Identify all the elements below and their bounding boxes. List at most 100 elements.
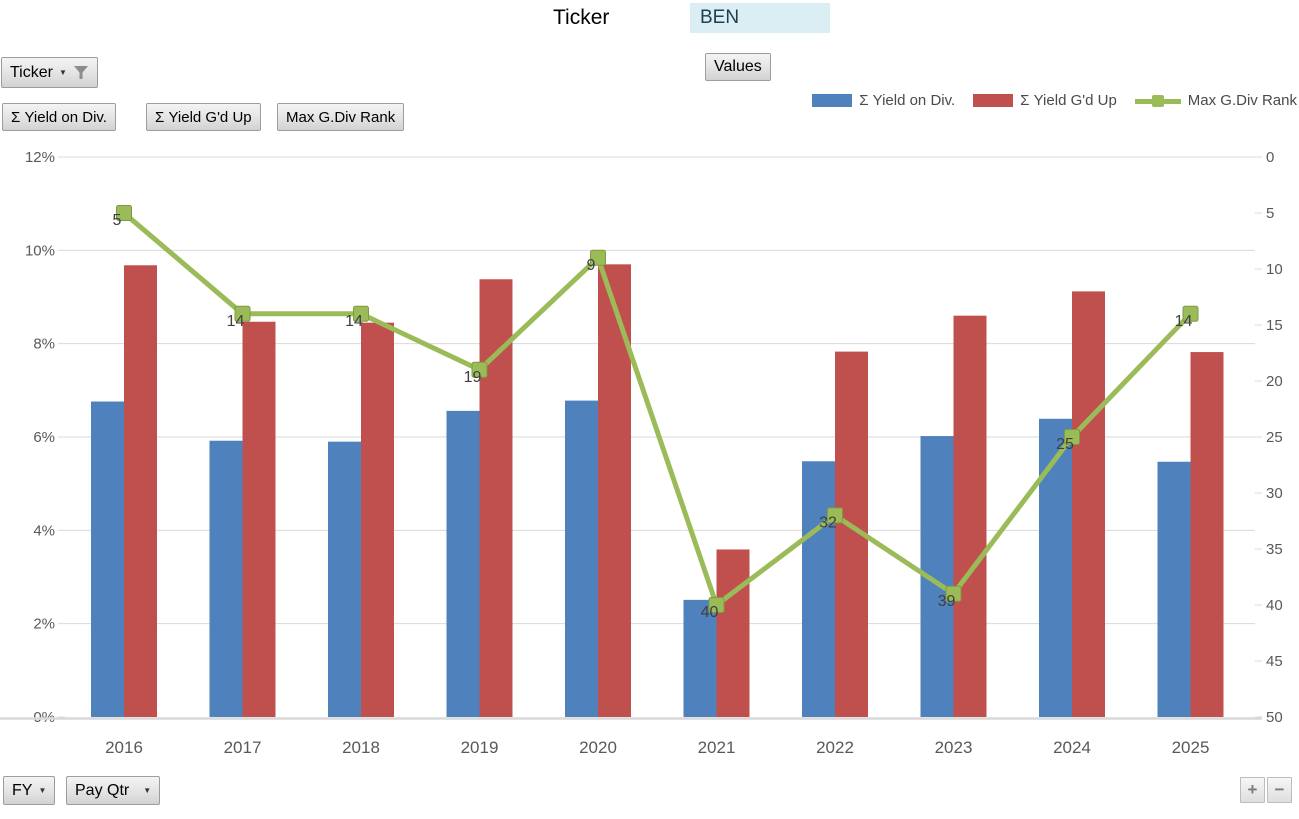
right-axis-tick-label: 20 [1266,373,1283,390]
bar-yield-gd-up-2023 [953,315,987,717]
legend-label: Max G.Div Rank [1187,92,1297,109]
axis-field-button-pay-qtr[interactable]: Pay Qtr ▼ [66,776,161,805]
chevron-down-icon: ▼ [143,785,152,795]
right-axis-tick-label: 45 [1266,653,1283,670]
bar-yield-on-div-2017 [209,440,243,717]
left-axis-tick-label: 10% [25,242,55,259]
bar-yield-on-div-2018 [328,441,361,717]
expand-entire-field-button[interactable]: + [1240,777,1265,803]
x-axis-category-label: 2021 [698,738,736,757]
rank-line-marker-2024 [1064,429,1080,445]
right-axis-tick-label: 25 [1266,429,1283,446]
collapse-entire-field-button[interactable]: − [1267,777,1292,803]
legend-item-yield-gd-up: Σ Yield G'd Up [973,92,1117,109]
rank-line-marker-2019 [471,361,488,378]
rank-line-marker-2025 [1182,305,1199,322]
bar-yield-on-div-2025 [1157,461,1191,717]
legend-swatch-blue [812,94,853,107]
right-axis-tick-label: 40 [1266,597,1283,614]
rank-data-label-2024: 25 [1056,436,1074,453]
x-axis-category-label: 2022 [816,738,854,757]
bar-yield-gd-up-2020 [598,264,631,717]
ticker-value-text: BEN [700,7,740,28]
x-axis-category-label: 2017 [224,738,262,757]
filter-funnel-icon [73,65,88,79]
legend-label: Σ Yield on Div. [859,92,956,109]
combo-chart-plot-area: 0%2%4%6%8%10%12%051015202530354045502016… [0,149,1283,757]
ticker-header-label: Ticker [553,6,610,29]
field-button-label: Σ Yield on Div. [11,108,107,126]
rank-line-marker-2016 [116,205,132,221]
bar-yield-gd-up-2018 [361,322,394,717]
ticker-filter-label: Ticker [10,63,53,81]
field-button-label: Σ Yield G'd Up [155,108,252,126]
bar-yield-on-div-2024 [1039,418,1072,717]
bar-yield-gd-up-2021 [716,549,750,717]
bar-yield-on-div-2022 [802,461,835,717]
bar-yield-gd-up-2024 [1072,291,1105,717]
x-axis-category-label: 2020 [579,738,617,757]
legend-swatch-red [973,94,1014,107]
chevron-down-icon: ▼ [58,67,67,77]
right-axis-tick-label: 5 [1266,205,1274,222]
bar-yield-on-div-2020 [565,400,598,717]
chevron-down-icon: ▼ [38,785,47,795]
legend-item-max-gdiv-rank: Max G.Div Rank [1134,92,1297,109]
bar-yield-gd-up-2025 [1190,352,1224,717]
ticker-value-cell[interactable]: BEN [690,3,830,33]
values-field-button[interactable]: Values [705,53,771,81]
rank-data-label-2020: 9 [587,257,596,274]
ticker-filter-button[interactable]: Ticker ▼ [1,57,98,88]
bar-yield-gd-up-2016 [124,265,157,717]
bar-yield-on-div-2016 [91,401,124,717]
x-axis-category-label: 2019 [461,738,499,757]
rank-data-label-2025: 14 [1175,313,1193,330]
rank-line-marker-2023 [945,585,962,602]
rank-line-series [121,210,1193,608]
field-button-yield-gd-up[interactable]: Σ Yield G'd Up [146,103,261,131]
axis-field-label: Pay Qtr [75,781,130,799]
rank-data-label-2021: 40 [701,604,719,621]
rank-data-label-2017: 14 [227,313,245,330]
bar-yield-on-div-2021 [683,599,717,717]
right-axis-tick-label: 10 [1266,261,1283,278]
left-axis-tick-label: 8% [33,336,55,353]
rank-data-label-2023: 39 [938,593,956,610]
right-axis-tick-label: 0 [1266,149,1274,166]
field-button-max-gdiv-rank[interactable]: Max G.Div Rank [277,103,405,131]
bar-yield-gd-up-2017 [242,321,276,717]
rank-line-marker-2021 [708,597,725,613]
rank-data-label-2016: 5 [113,212,122,229]
rank-data-label-2022: 32 [819,514,837,531]
legend-line-sample [1134,94,1181,108]
field-button-label: Max G.Div Rank [286,108,396,126]
left-axis-tick-label: 6% [33,429,55,446]
legend-item-yield-on-div: Σ Yield on Div. [812,92,955,109]
left-axis-tick-label: 12% [25,149,55,166]
x-axis-category-label: 2018 [342,738,380,757]
chart-legend: Σ Yield on Div. Σ Yield G'd Up Max G.Div… [812,92,1297,109]
x-axis-category-label: 2023 [935,738,973,757]
rank-line-marker-2017 [234,305,251,322]
rank-line-marker-2018 [353,305,369,322]
rank-line-marker-2022 [827,507,843,524]
right-axis-tick-label: 35 [1266,541,1283,558]
minus-icon: − [1274,780,1285,799]
right-axis-tick-label: 30 [1266,485,1283,502]
rank-line-marker-2020 [590,249,606,266]
x-axis-category-label: 2024 [1053,738,1091,757]
left-axis-tick-label: 4% [33,522,55,539]
rank-data-label-2019: 19 [464,369,482,386]
plus-icon: + [1247,780,1258,799]
left-axis-tick-label: 2% [33,616,55,633]
right-axis-tick-label: 15 [1266,317,1283,334]
bar-yield-on-div-2019 [446,410,480,717]
field-button-yield-on-div[interactable]: Σ Yield on Div. [2,103,116,131]
legend-marker-icon [1151,94,1164,107]
legend-label: Σ Yield G'd Up [1020,92,1117,109]
axis-field-button-fy[interactable]: FY ▼ [3,776,56,805]
rank-data-label-2018: 14 [345,313,363,330]
values-field-label: Values [714,58,762,75]
right-axis-tick-label: 50 [1266,709,1283,726]
